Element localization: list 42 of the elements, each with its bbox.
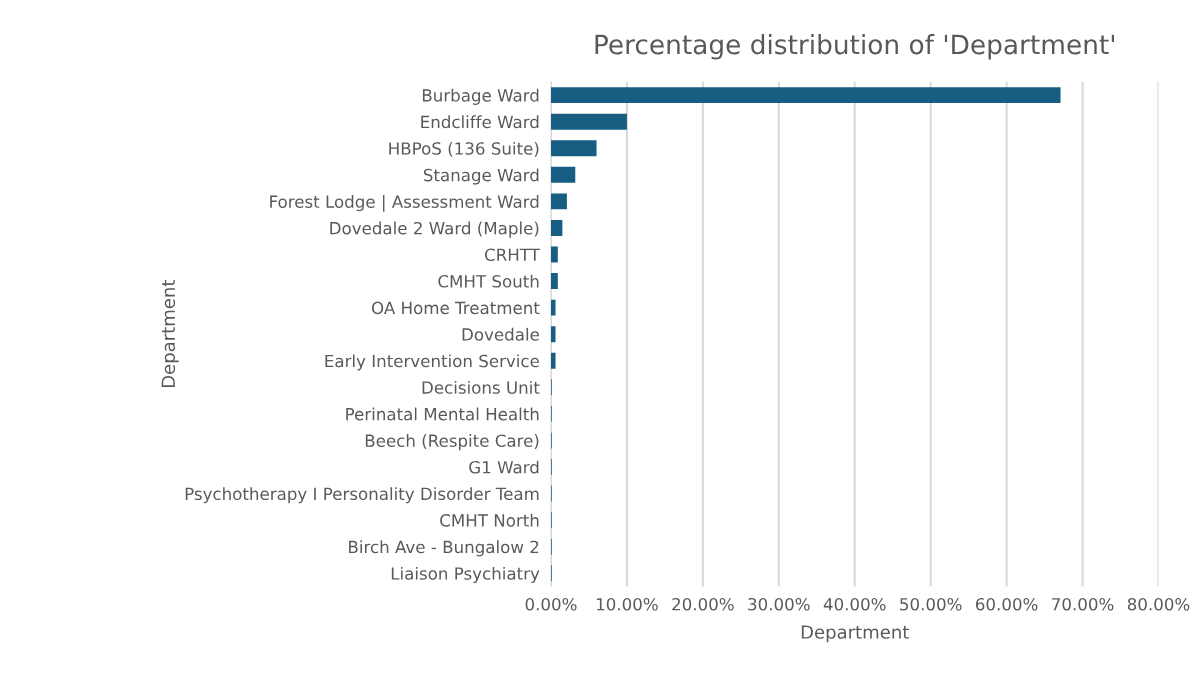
- x-tick-label: 70.00%: [1052, 597, 1114, 611]
- y-tick-label: CRHTT: [484, 248, 540, 262]
- y-tick-label: Birch Ave - Bungalow 2: [349, 540, 539, 557]
- chart-title: Percentage distribution of 'Department': [595, 34, 1115, 60]
- y-tick-label: Dovedale 2 Ward (Maple): [330, 221, 539, 238]
- x-tick-label: 50.00%: [900, 597, 962, 611]
- x-axis-title: Department: [801, 625, 909, 643]
- y-tick-label: Psychotherapy I Personality Disorder Team: [185, 487, 539, 504]
- y-tick-label: Burbage Ward: [422, 88, 539, 105]
- bar: [550, 193, 567, 210]
- x-tick-label: 40.00%: [823, 597, 886, 611]
- y-tick-label: CMHT North: [440, 513, 539, 527]
- y-tick-label: Forest Lodge | Assessment Ward: [270, 195, 539, 212]
- x-tick-label: 60.00%: [976, 597, 1038, 611]
- bar: [550, 219, 563, 236]
- bar: [550, 326, 556, 343]
- x-tick-label: 10.00%: [596, 597, 658, 611]
- y-tick-label: Decisions Unit: [422, 380, 540, 394]
- y-tick-label: G1 Ward: [469, 460, 539, 474]
- bar: [550, 140, 597, 157]
- y-tick-label: Endcliffe Ward: [421, 115, 539, 129]
- bar: [550, 352, 556, 369]
- y-tick-label: Dovedale: [462, 327, 539, 341]
- bar: [550, 246, 558, 263]
- y-tick-label: HBPoS (136 Suite): [389, 141, 539, 157]
- y-tick-label: Beech (Respite Care): [365, 434, 539, 451]
- bar: [550, 113, 627, 130]
- y-axis-title: Department: [161, 279, 179, 388]
- y-tick-label: Liaison Psychiatry: [391, 566, 540, 584]
- x-tick-label: 30.00%: [748, 597, 810, 611]
- y-tick-label: Perinatal Mental Health: [346, 407, 539, 421]
- bar: [550, 299, 556, 316]
- y-tick-label: CMHT South: [438, 274, 539, 288]
- x-tick-label: 20.00%: [672, 597, 734, 611]
- bar: [550, 87, 1061, 104]
- x-tick-label: 0.00%: [525, 597, 577, 611]
- y-tick-label: OA Home Treatment: [371, 301, 540, 315]
- y-tick-label: Early Intervention Service: [325, 354, 539, 371]
- x-tick-label: 80.00%: [1127, 597, 1190, 611]
- bar: [550, 166, 576, 183]
- y-tick-label: Stanage Ward: [423, 168, 539, 185]
- bar: [550, 273, 558, 290]
